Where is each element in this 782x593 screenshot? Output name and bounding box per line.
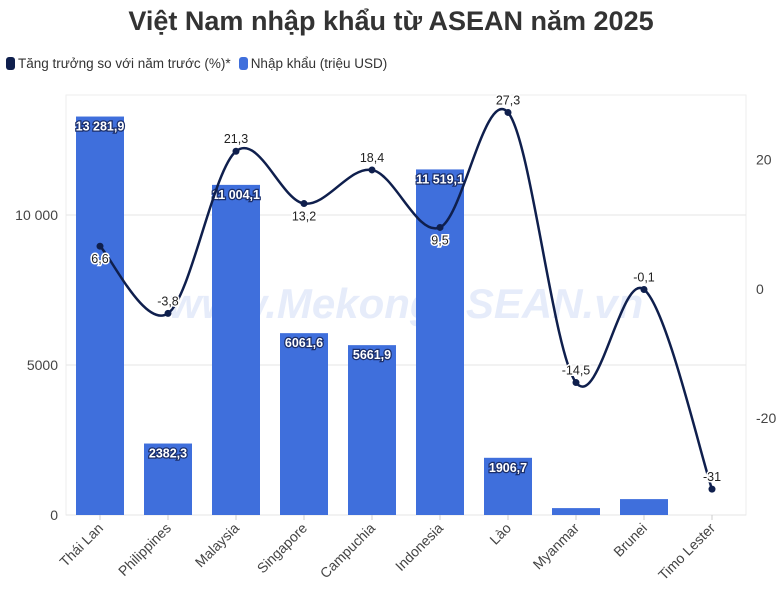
legend-item-import[interactable]: Nhập khẩu (triệu USD) xyxy=(238,56,388,71)
bar-data-label: 13 281,9 xyxy=(76,120,125,134)
x-tick-label: Philippines xyxy=(115,520,174,579)
line-data-label: 18,4 xyxy=(360,151,384,165)
line-point xyxy=(708,485,716,493)
right-tick-label: 0 xyxy=(756,281,764,297)
x-tick-label: Indonesia xyxy=(392,520,446,574)
bar xyxy=(620,499,668,515)
bar xyxy=(416,169,464,515)
x-tick-label: Timo Lester xyxy=(655,520,718,583)
chart-title: Việt Nam nhập khẩu từ ASEAN năm 2025 xyxy=(128,6,654,36)
line-point xyxy=(504,108,512,116)
bar-data-label: 2382,3 xyxy=(149,447,187,461)
line-data-label: 9,5 xyxy=(431,233,448,247)
bar-data-label: 11 004,1 xyxy=(212,188,260,202)
line-data-label: 6,6 xyxy=(91,252,108,266)
line-point xyxy=(368,166,376,174)
legend-swatch xyxy=(6,57,15,70)
line-data-label: 27,3 xyxy=(496,93,520,107)
line-data-label: 21,3 xyxy=(224,132,248,146)
line-point xyxy=(640,285,648,293)
bar xyxy=(280,333,328,515)
x-tick-label: Singapore xyxy=(254,520,311,577)
x-tick-label: Brunei xyxy=(610,520,650,560)
line-data-label: -0,1 xyxy=(633,270,655,284)
legend: Tăng trưởng so với năm trước (%)* Nhập k… xyxy=(6,56,387,71)
x-tick-label: Myanmar xyxy=(530,520,583,573)
x-tick-label: Campuchia xyxy=(317,520,379,582)
bar xyxy=(348,345,396,515)
x-tick-label: Lào xyxy=(486,520,514,548)
right-tick-label: 20 xyxy=(756,152,772,168)
bar xyxy=(212,184,260,515)
bar xyxy=(552,508,600,515)
x-tick-label: Malaysia xyxy=(192,520,243,571)
bar xyxy=(76,116,124,515)
bar-data-label: 5661,9 xyxy=(353,348,391,362)
legend-label: Tăng trưởng so với năm trước (%)* xyxy=(18,56,231,71)
legend-item-growth[interactable]: Tăng trưởng so với năm trước (%)* xyxy=(6,56,231,71)
line-data-label: -14,5 xyxy=(562,364,591,378)
line-data-label: -31 xyxy=(703,470,721,484)
bar-data-label: 1906,7 xyxy=(489,461,527,475)
line-point xyxy=(572,379,580,387)
line-data-label: 13,2 xyxy=(292,210,316,224)
bar-data-label: 6061,6 xyxy=(285,336,323,350)
bar-data-label: 11 519,1 xyxy=(416,172,464,186)
line-point xyxy=(232,147,240,155)
legend-label: Nhập khẩu (triệu USD) xyxy=(250,56,388,71)
left-tick-label: 0 xyxy=(50,507,58,523)
right-tick-label: -20 xyxy=(756,410,776,426)
left-tick-label: 10 000 xyxy=(15,207,58,223)
line-point xyxy=(96,242,104,250)
line-data-label: -3,8 xyxy=(157,294,179,308)
line-point xyxy=(436,223,444,231)
line-point xyxy=(300,200,308,208)
line-point xyxy=(164,309,172,317)
left-tick-label: 5000 xyxy=(27,357,58,373)
x-tick-label: Thái Lan xyxy=(56,520,106,570)
bar xyxy=(144,443,192,515)
legend-swatch xyxy=(238,57,248,70)
bar xyxy=(484,457,532,515)
